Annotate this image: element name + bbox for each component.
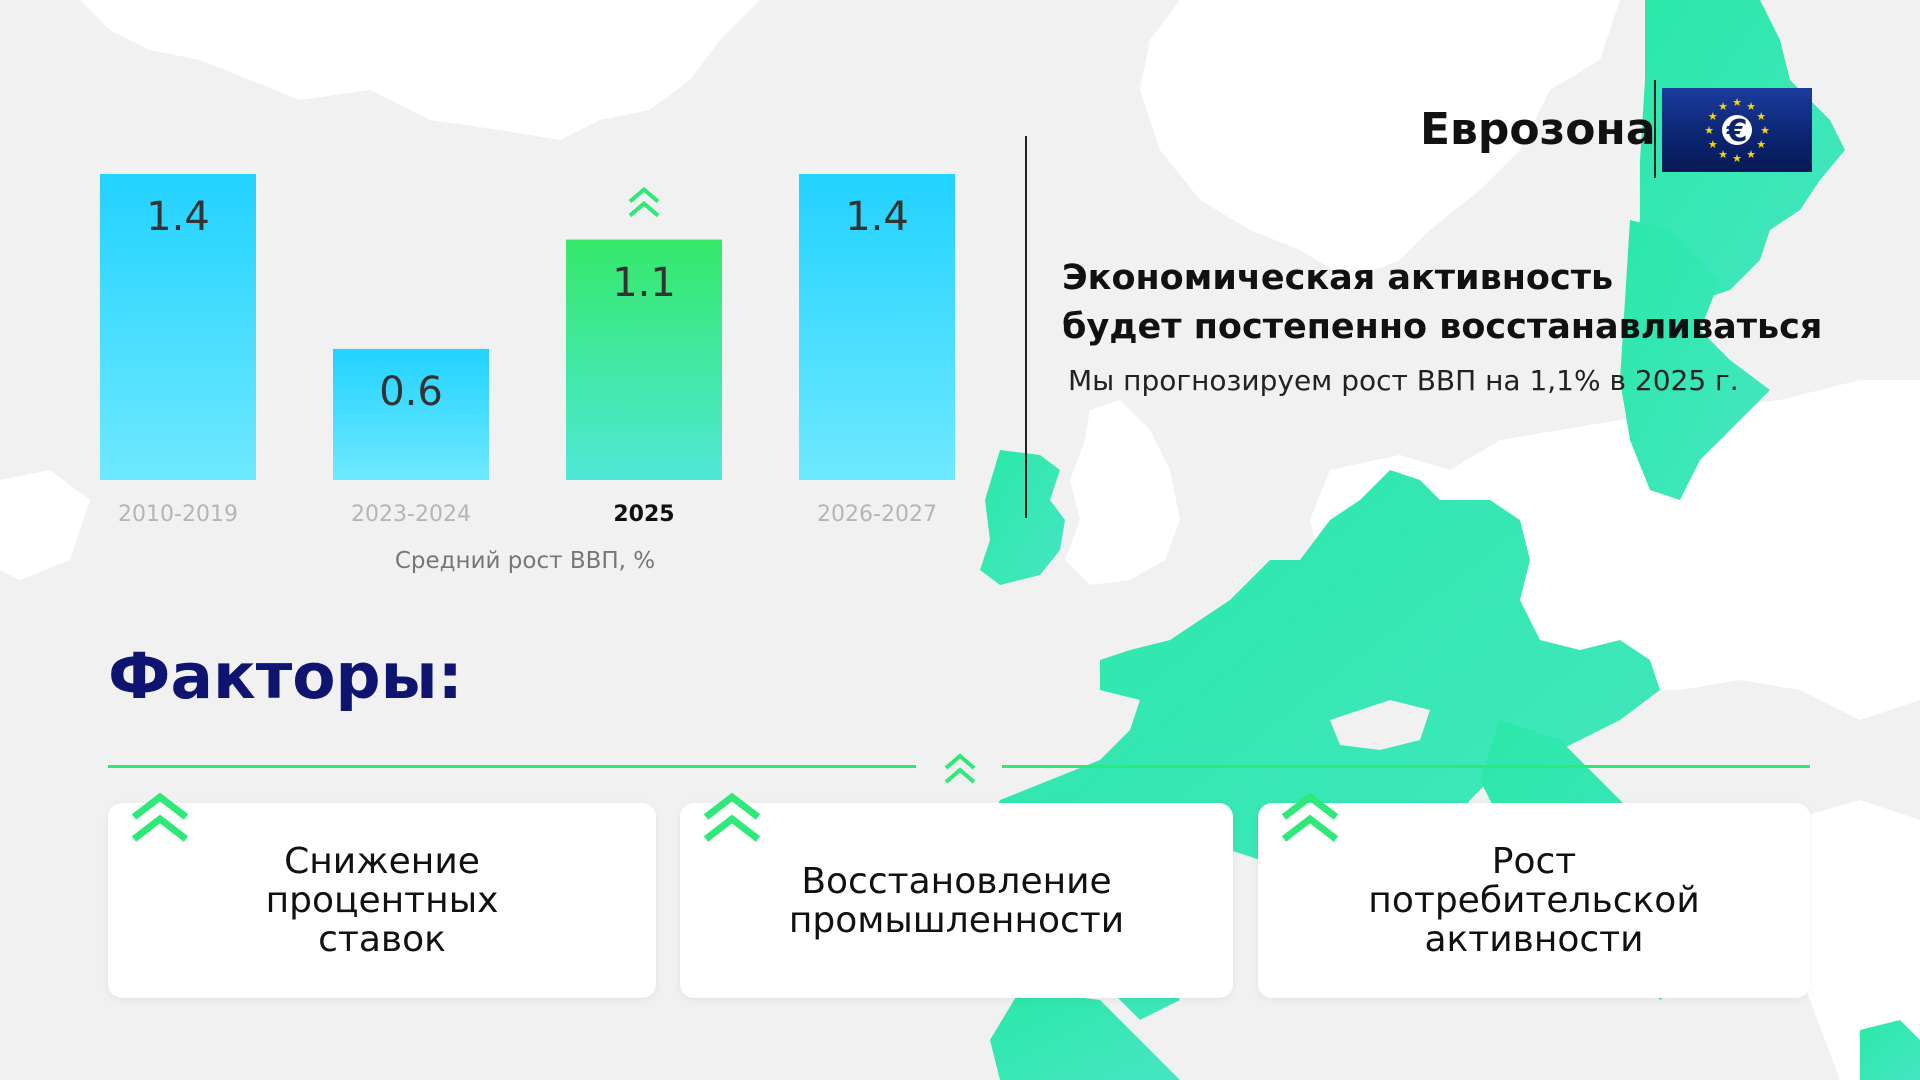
bar-2023-2024 xyxy=(333,348,489,480)
svg-text:★: ★ xyxy=(1708,110,1718,123)
chevron-up-icon xyxy=(703,792,761,842)
svg-text:★: ★ xyxy=(1718,148,1728,161)
x-axis-title: Средний рост ВВП, % xyxy=(394,548,656,574)
chevron-up-icon xyxy=(1281,792,1339,842)
factor-card-label: Восстановление промышленности xyxy=(788,860,1125,941)
svg-text:★: ★ xyxy=(1756,138,1766,151)
x-tick-label: 2025 xyxy=(613,502,675,527)
svg-text:★: ★ xyxy=(1704,124,1714,137)
x-tick-label: 2026-2027 xyxy=(817,502,937,527)
divider-line-right xyxy=(1002,765,1810,768)
bar-value-label: 1.4 xyxy=(845,194,909,240)
factor-card-industry: Восстановление промышленности xyxy=(680,792,1233,998)
svg-text:★: ★ xyxy=(1760,124,1770,137)
factor-card-label: Снижение процентных ставок xyxy=(265,841,499,960)
forecast-subtext: Мы прогнозируем рост ВВП на 1,1% в 2025 … xyxy=(1068,364,1739,397)
headline: Экономическая активность будет постепенн… xyxy=(1062,254,1822,352)
chevron-up-icon xyxy=(944,753,976,784)
headline-line-2: будет постепенно восстанавливаться xyxy=(1062,307,1823,347)
factor-card-label: Рост потребительской активности xyxy=(1368,841,1700,960)
x-tick-label: 2010-2019 xyxy=(118,502,238,527)
svg-text:★: ★ xyxy=(1732,152,1742,165)
factors-title: Факторы: xyxy=(108,640,463,713)
svg-text:★: ★ xyxy=(1708,138,1718,151)
flag-separator xyxy=(1654,80,1656,178)
svg-text:★: ★ xyxy=(1746,100,1756,113)
chevron-up-icon xyxy=(628,186,660,218)
factor-card-rates: Снижение процентных ставок xyxy=(108,792,656,998)
bar-value-label: 1.1 xyxy=(612,259,676,306)
region-title: Еврозона xyxy=(1420,104,1656,155)
svg-text:★: ★ xyxy=(1756,110,1766,123)
bar-value-label: 1.4 xyxy=(146,194,210,240)
chevron-up-icon xyxy=(131,792,189,842)
factor-card-consumer: Рост потребительской активности xyxy=(1258,792,1810,998)
bar-2010-2019 xyxy=(100,174,256,480)
x-tick-label: 2023-2024 xyxy=(351,502,471,527)
divider-line-left xyxy=(108,765,916,768)
euro-flag-icon: ★ ★ ★ ★ ★ ★ ★ ★ ★ ★ ★ ★ € xyxy=(1662,88,1812,172)
bar-value-label: 0.6 xyxy=(379,368,443,415)
bar-2026-2027 xyxy=(799,174,955,480)
svg-text:€: € xyxy=(1726,114,1748,149)
headline-line-1: Экономическая активность xyxy=(1062,258,1614,298)
svg-text:★: ★ xyxy=(1746,148,1756,161)
bar-2025 xyxy=(566,239,722,480)
svg-text:★: ★ xyxy=(1718,100,1728,113)
svg-text:★: ★ xyxy=(1732,96,1742,109)
vertical-divider xyxy=(1025,136,1027,518)
